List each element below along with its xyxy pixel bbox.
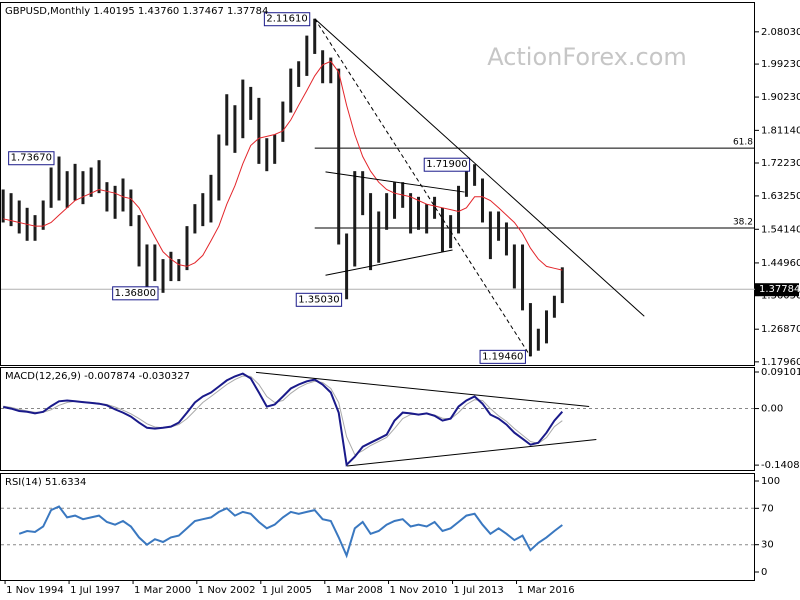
y-tick-label: 1.90230 <box>761 92 800 103</box>
last-price-label: 1.37784 <box>759 284 800 295</box>
y-tick-label: 2.08030 <box>761 27 800 38</box>
price-label: 1.19460 <box>482 351 523 362</box>
x-tick-label: 1 Mar 2008 <box>326 585 383 596</box>
price-label-box <box>423 157 471 172</box>
y-tick-label: 1.54140 <box>761 224 800 235</box>
last-price-box <box>755 283 799 297</box>
price-label: 1.71900 <box>426 159 467 170</box>
trendline <box>314 18 645 317</box>
y-tick-label: 1.26870 <box>761 324 800 335</box>
x-tick-label: 1 Nov 2002 <box>198 585 256 596</box>
y-tick-label: 1.44960 <box>761 258 800 269</box>
price-label-box <box>295 292 343 307</box>
trendline <box>325 249 453 276</box>
watermark: ActionForex.com <box>487 43 687 71</box>
y-tick-label: 30 <box>761 540 774 551</box>
panel-title: GBPUSD,Monthly 1.40195 1.43760 1.37467 1… <box>5 6 268 17</box>
trendline <box>255 371 590 408</box>
y-tick-label: 70 <box>761 503 774 514</box>
price-label-box <box>112 286 159 301</box>
macd-panel <box>0 367 755 471</box>
trendline <box>314 18 531 357</box>
x-tick-label: 1 Jul 1997 <box>70 585 120 596</box>
indicator-line <box>18 505 563 559</box>
y-tick-label: 1.17960 <box>761 357 800 368</box>
moving-average <box>3 60 563 271</box>
price-label: 1.73670 <box>11 153 52 164</box>
rsi-panel <box>0 473 755 581</box>
level-label: 61.8 <box>733 138 753 148</box>
y-tick-label: -0.140843 <box>761 460 800 471</box>
price-label: 1.35030 <box>298 294 339 305</box>
y-tick-label: 1.72230 <box>761 158 800 169</box>
x-tick-label: 1 Nov 2010 <box>390 585 448 596</box>
y-tick-label: 0.00 <box>761 404 783 415</box>
x-tick-label: 1 Mar 2016 <box>518 585 575 596</box>
y-tick-label: 1.81140 <box>761 125 800 136</box>
price-label-box <box>8 151 55 166</box>
x-tick-label: 1 Jul 2013 <box>454 585 504 596</box>
y-tick-label: 0.091015 <box>761 367 800 378</box>
price-label: 1.36800 <box>115 288 156 299</box>
indicator-line <box>3 372 564 467</box>
x-tick-label: 1 Jul 2005 <box>262 585 312 596</box>
panel-title: RSI(14) 51.6334 <box>5 477 86 488</box>
price-label: 2.11610 <box>266 14 307 25</box>
price-panel <box>0 2 755 366</box>
y-tick-label: 100 <box>761 476 780 487</box>
trendline <box>325 171 465 193</box>
x-tick-label: 1 Mar 2000 <box>134 585 191 596</box>
y-tick-label: 0 <box>761 567 767 578</box>
trendline <box>347 438 597 467</box>
price-label-box <box>263 12 311 27</box>
price-label-box <box>479 349 526 364</box>
y-tick-label: 1.99230 <box>761 59 800 70</box>
level-label: 38.2 <box>733 217 753 227</box>
y-tick-label: 1.63250 <box>761 191 800 202</box>
x-tick-label: 1 Nov 1994 <box>6 585 64 596</box>
panel-title: MACD(12,26,9) -0.007874 -0.030327 <box>5 371 190 382</box>
